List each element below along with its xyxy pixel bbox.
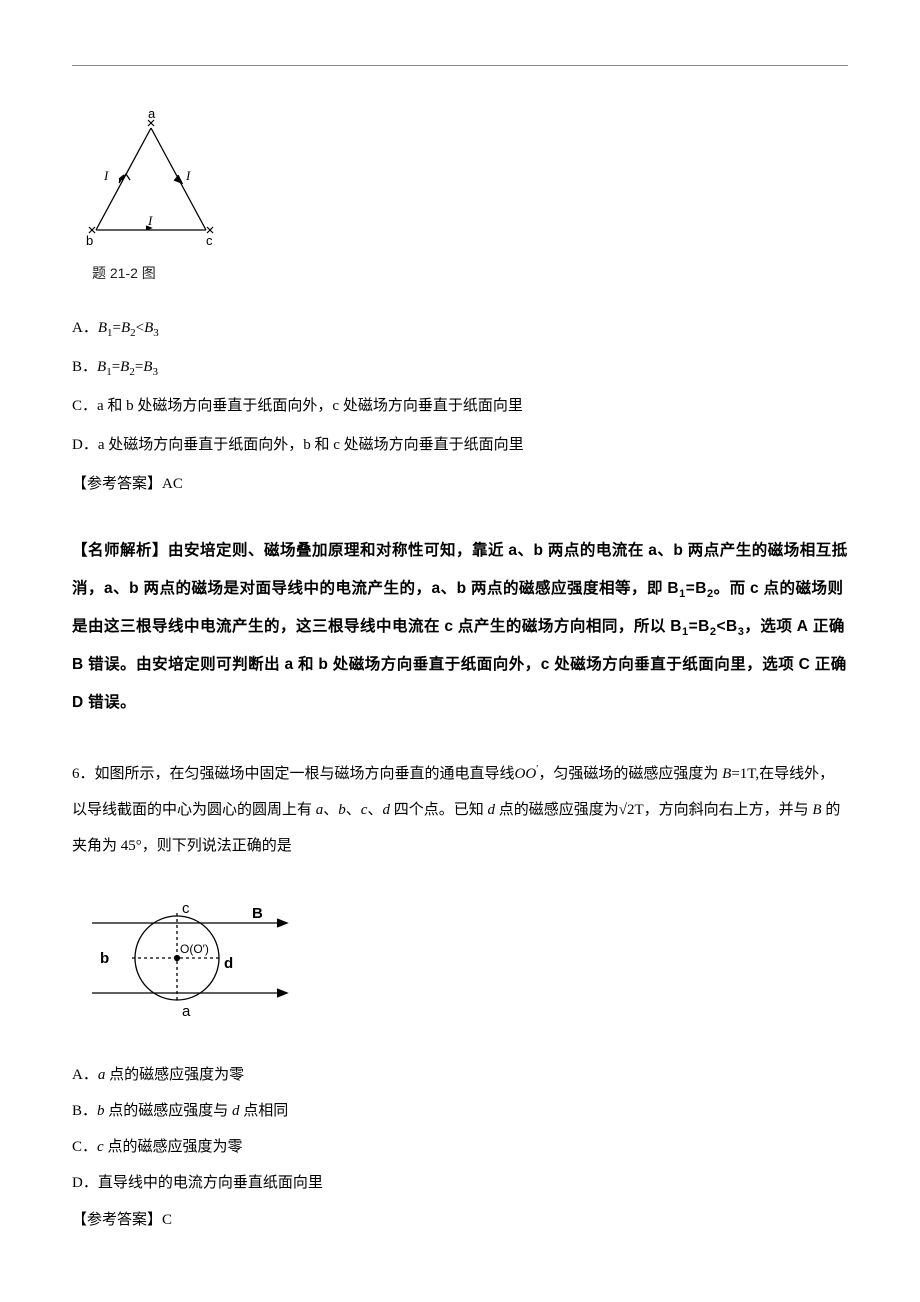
option-B: B．B1=B2=B3 — [72, 348, 848, 387]
label-c2: c — [182, 900, 190, 917]
label-b: b — [86, 233, 93, 248]
document-body: a b c I I I 题 21-2 图 A．B1=B2<B3 B．B1=B2=… — [72, 50, 848, 1240]
q5-answer: 【参考答案】AC — [72, 465, 848, 504]
q6-stem: 6．如图所示，在匀强磁场中固定一根与磁场方向垂直的通电直导线OO′，匀强磁场的磁… — [72, 756, 848, 864]
label-a: a — [148, 110, 156, 121]
q6-option-C: C．c 点的磁感应强度为零 — [72, 1129, 848, 1165]
option-C: C．a 和 b 处磁场方向垂直于纸面向外，c 处磁场方向垂直于纸面向里 — [72, 387, 848, 426]
label-a2: a — [182, 1003, 191, 1020]
label-I-left: I — [103, 168, 109, 183]
label-O: O(O′) — [180, 942, 209, 956]
q6-option-A: A．a 点的磁感应强度为零 — [72, 1057, 848, 1093]
option-D: D．a 处磁场方向垂直于纸面向外，b 和 c 处磁场方向垂直于纸面向里 — [72, 426, 848, 465]
page-header-rule — [72, 65, 848, 66]
figure1-caption: 题 21-2 图 — [92, 263, 848, 283]
q6-option-D: D．直导线中的电流方向垂直纸面向里 — [72, 1165, 848, 1201]
option-A: A．B1=B2<B3 — [72, 309, 848, 348]
label-I-right: I — [185, 168, 191, 183]
label-B: B — [252, 905, 263, 922]
label-I-bottom: I — [147, 213, 153, 228]
figure-triangle: a b c I I I — [76, 110, 848, 255]
label-d: d — [224, 955, 233, 972]
label-b2: b — [100, 950, 109, 967]
figure-circle: B b d c a O(O′) — [82, 888, 848, 1033]
q6-option-B: B．b 点的磁感应强度与 d 点相同 — [72, 1093, 848, 1129]
q5-analysis: 【名师解析】由安培定则、磁场叠加原理和对称性可知，靠近 a、b 两点的电流在 a… — [72, 532, 848, 722]
label-c: c — [206, 233, 213, 248]
q6-answer: 【参考答案】C — [72, 1201, 848, 1240]
